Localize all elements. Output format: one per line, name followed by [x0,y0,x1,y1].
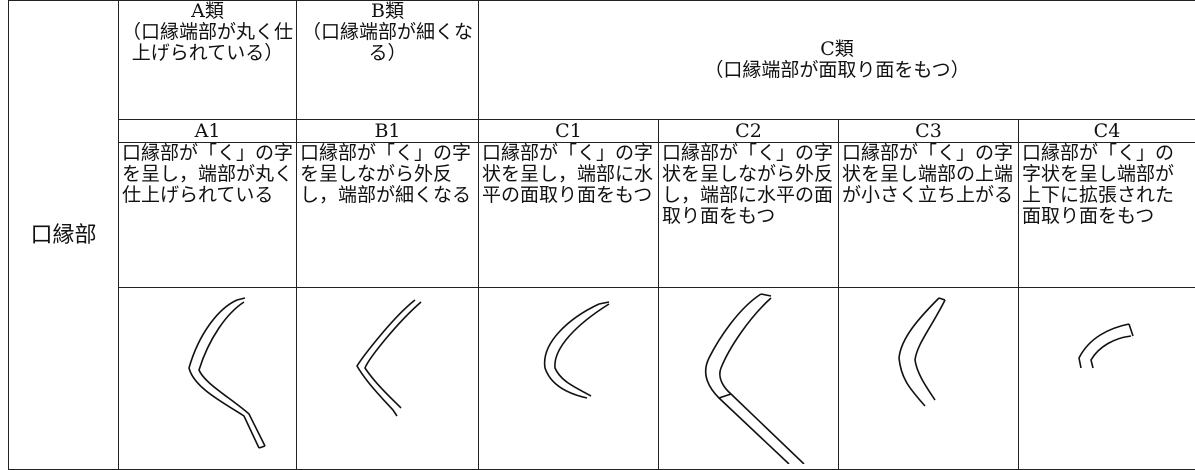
drawing-cell [659,288,839,470]
drawing-cell [1019,288,1195,470]
type-description: 口縁部が「く」の字状を呈し端部が上下に拡張された面取り面をもつ [1019,143,1195,288]
type-description: 口縁部が「く」の字を呈しながら外反し，端部が細くなる [297,143,479,288]
type-code: B1 [297,120,479,143]
drawing-cell [297,288,479,470]
type-description: 口縁部が「く」の字を呈し，端部が丸く仕上げられている [119,143,297,288]
drawing-cell [479,288,659,470]
type-description: 口縁部が「く」の字状を呈しながら外反し，端部に水平の面取り面をもつ [659,143,839,288]
type-code: C3 [839,120,1019,143]
type-code: C2 [659,120,839,143]
group-subtitle: （口縁端部が丸く仕上げられている） [122,22,293,64]
type-description: 口縁部が「く」の字状を呈し端部の上端が小さく立ち上がる [839,143,1019,288]
group-header: A類（口縁端部が丸く仕上げられている） [119,1,297,120]
row-label: 口縁部 [9,1,119,470]
group-subtitle: （口縁端部が細くなる） [300,22,475,64]
group-title: C類 [482,39,1192,60]
type-code: A1 [119,120,297,143]
type-code: C4 [1019,120,1195,143]
rim-drawing [659,288,839,464]
rim-drawing [479,288,659,464]
type-code: C1 [479,120,659,143]
group-title: A類 [122,1,293,22]
group-header: B類（口縁端部が細くなる） [297,1,479,120]
rim-drawing [297,288,479,464]
drawing-cell [839,288,1019,470]
drawing-row [9,288,1195,470]
rim-drawing [839,288,1019,464]
rim-drawing [1019,288,1195,464]
rim-drawing [119,288,297,464]
description-row: 口縁部が「く」の字を呈し，端部が丸く仕上げられている口縁部が「く」の字を呈しなが… [9,143,1195,288]
classification-table: 口縁部 A類（口縁端部が丸く仕上げられている） B類（口縁端部が細くなる） C類… [8,0,1195,470]
drawing-cell [119,288,297,470]
group-header: C類（口縁端部が面取り面をもつ） [479,1,1195,120]
group-title: B類 [300,1,475,22]
group-subtitle: （口縁端部が面取り面をもつ） [482,60,1192,81]
type-description: 口縁部が「く」の字状を呈し，端部に水平の面取り面をもつ [479,143,659,288]
